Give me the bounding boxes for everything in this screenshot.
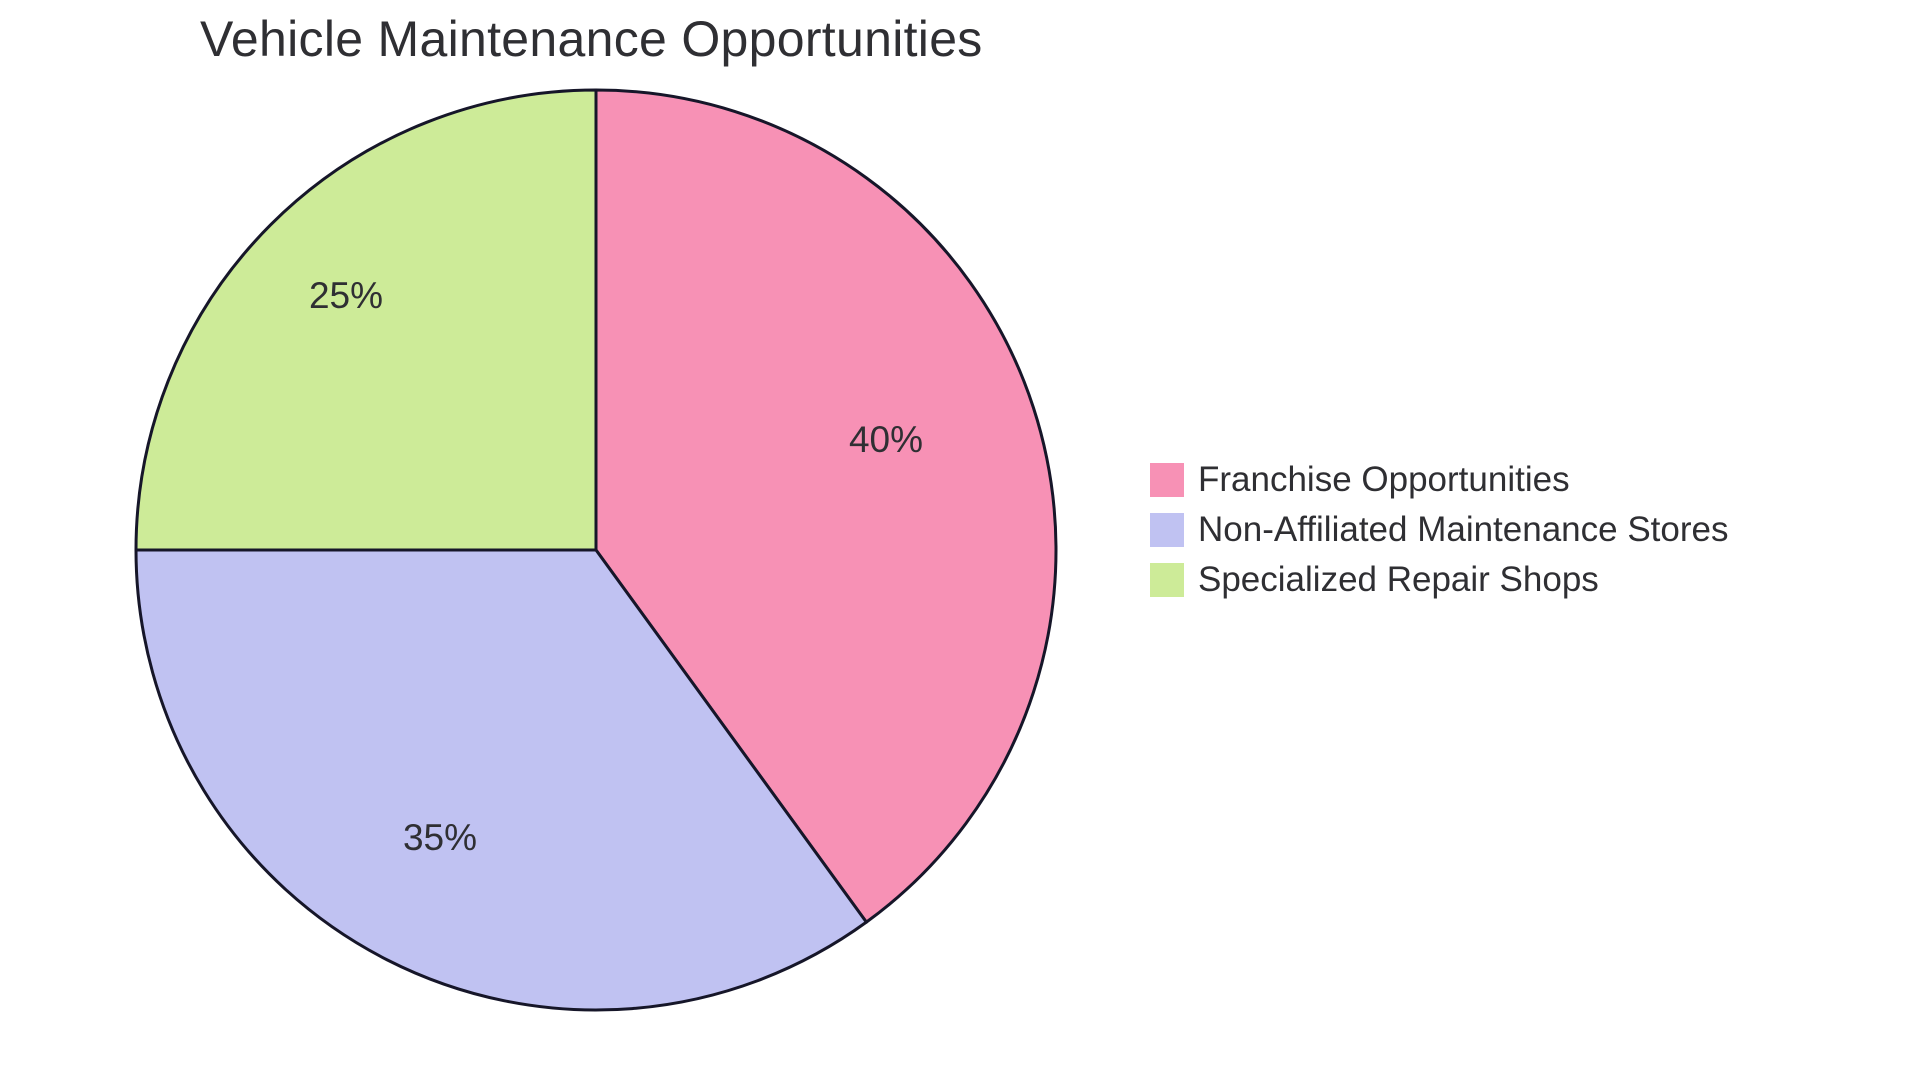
legend: Franchise Opportunities Non-Affiliated Ma… — [1150, 460, 1729, 600]
legend-item-0: Franchise Opportunities — [1150, 460, 1729, 500]
pie-pct-label-0: 40% — [849, 419, 923, 461]
legend-swatch-2 — [1150, 563, 1184, 597]
chart-title: Vehicle Maintenance Opportunities — [200, 10, 983, 68]
pie-chart: Vehicle Maintenance Opportunities Franch… — [0, 0, 1920, 1080]
pie-container — [131, 85, 1061, 1020]
legend-swatch-0 — [1150, 463, 1184, 497]
pie-slice-2 — [136, 90, 596, 550]
pie-pct-label-2: 25% — [309, 275, 383, 317]
legend-item-1: Non-Affiliated Maintenance Stores — [1150, 510, 1729, 550]
legend-label-1: Non-Affiliated Maintenance Stores — [1198, 510, 1729, 550]
legend-label-0: Franchise Opportunities — [1198, 460, 1570, 500]
legend-item-2: Specialized Repair Shops — [1150, 560, 1729, 600]
pie-svg — [131, 85, 1061, 1015]
legend-swatch-1 — [1150, 513, 1184, 547]
legend-label-2: Specialized Repair Shops — [1198, 560, 1599, 600]
pie-pct-label-1: 35% — [403, 817, 477, 859]
